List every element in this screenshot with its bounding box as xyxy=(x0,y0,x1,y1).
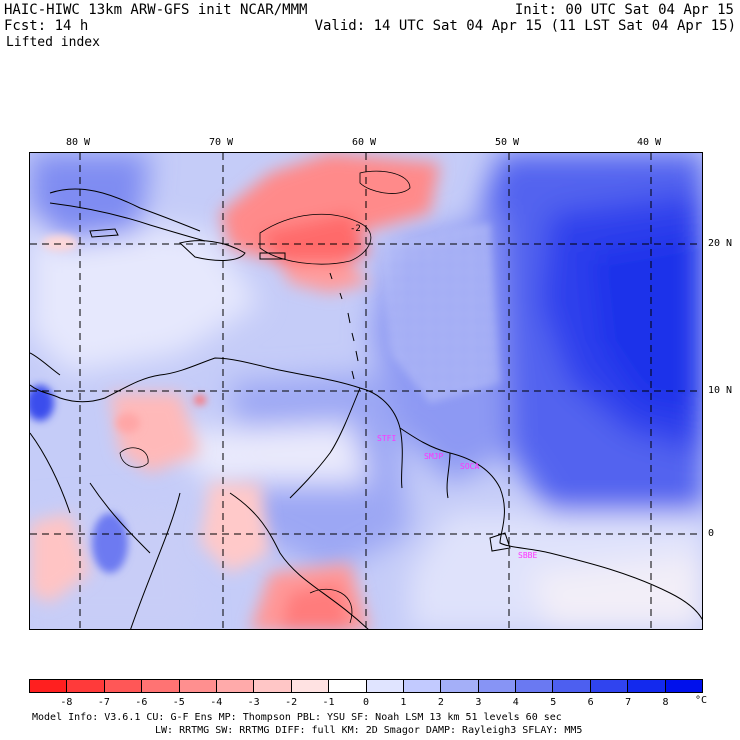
station-label-stfi: STFI xyxy=(377,434,396,443)
colorbar-swatch xyxy=(441,680,479,692)
colorbar-swatch xyxy=(590,680,629,692)
colorbar-tick-label: -8 xyxy=(60,697,73,708)
lon-label-80w: 80 W xyxy=(66,137,91,148)
init-time: Init: 00 UTC Sat 04 Apr 15 xyxy=(514,2,734,18)
colorbar-tick-label: -4 xyxy=(210,697,223,708)
colorbar-tick-label: -6 xyxy=(135,697,148,708)
colorbar-swatch xyxy=(216,680,255,692)
colorbar-tick-label: -7 xyxy=(97,697,110,708)
lat-label-10n: 10 N xyxy=(708,385,733,396)
model-info-line2: LW: RRTMG SW: RRTMG DIFF: full KM: 2D Sm… xyxy=(155,725,583,736)
lat-label-20n: 20 N xyxy=(708,238,733,249)
colorbar-swatch xyxy=(291,680,330,692)
colorbar-swatch xyxy=(403,680,442,692)
graticule xyxy=(30,153,702,629)
colorbar-swatch xyxy=(254,680,292,692)
header-title: HAIC-HIWC 13km ARW-GFS init NCAR/MMM xyxy=(4,2,308,18)
colorbar-tick-label: -5 xyxy=(172,697,185,708)
colorbar-tick-label: 3 xyxy=(475,697,482,708)
forecast-hour: Fcst: 14 h xyxy=(4,18,89,34)
lat-label-0: 0 xyxy=(708,528,715,539)
colorbar-swatch xyxy=(179,680,217,692)
colorbar-tick-label: -1 xyxy=(322,697,335,708)
colorbar-swatch xyxy=(366,680,404,692)
colorbar-tick-label: 1 xyxy=(400,697,407,708)
colorbar-tick-label: -3 xyxy=(247,697,260,708)
colorbar-swatch xyxy=(478,680,517,692)
contour-label: -2 xyxy=(350,224,361,234)
station-label-sbbe: SBBE xyxy=(518,551,537,560)
model-info-line1: Model Info: V3.6.1 CU: G-F Ens MP: Thomp… xyxy=(32,712,562,723)
lon-label-70w: 70 W xyxy=(209,137,234,148)
colorbar-tick-label: 6 xyxy=(587,697,594,708)
colorbar-swatch xyxy=(30,680,68,692)
lifted-index-map: -2 xyxy=(29,152,703,630)
lon-label-50w: 50 W xyxy=(495,137,520,148)
colorbar-swatch xyxy=(516,680,554,692)
lon-label-60w: 60 W xyxy=(352,137,377,148)
colorbar-swatch xyxy=(553,680,591,692)
field-name: Lifted index xyxy=(6,35,100,50)
map-canvas: -2 xyxy=(30,153,702,629)
colorbar-swatch xyxy=(329,680,367,692)
colorbar-tick-label: 2 xyxy=(437,697,444,708)
colorbar-swatch xyxy=(67,680,105,692)
colorbar-unit: °C xyxy=(694,695,708,706)
colorbar-tick-label: 7 xyxy=(625,697,632,708)
station-label-soca: SOCA xyxy=(460,462,479,471)
colorbar-tick-label: -2 xyxy=(285,697,298,708)
colorbar xyxy=(29,679,703,693)
colorbar-swatch xyxy=(628,680,666,692)
colorbar-tick-label: 4 xyxy=(512,697,519,708)
colorbar-swatch xyxy=(142,680,180,692)
colorbar-tick-label: 8 xyxy=(662,697,669,708)
colorbar-tick-label: 5 xyxy=(550,697,557,708)
colorbar-tick-label: 0 xyxy=(362,697,370,708)
station-label-smjp: SMJP xyxy=(424,452,443,461)
coastlines xyxy=(30,188,702,629)
valid-time: Valid: 14 UTC Sat 04 Apr 15 (11 LST Sat … xyxy=(314,18,736,34)
lon-label-40w: 40 W xyxy=(637,137,662,148)
colorbar-swatch xyxy=(665,680,703,692)
colorbar-swatch xyxy=(104,680,143,692)
